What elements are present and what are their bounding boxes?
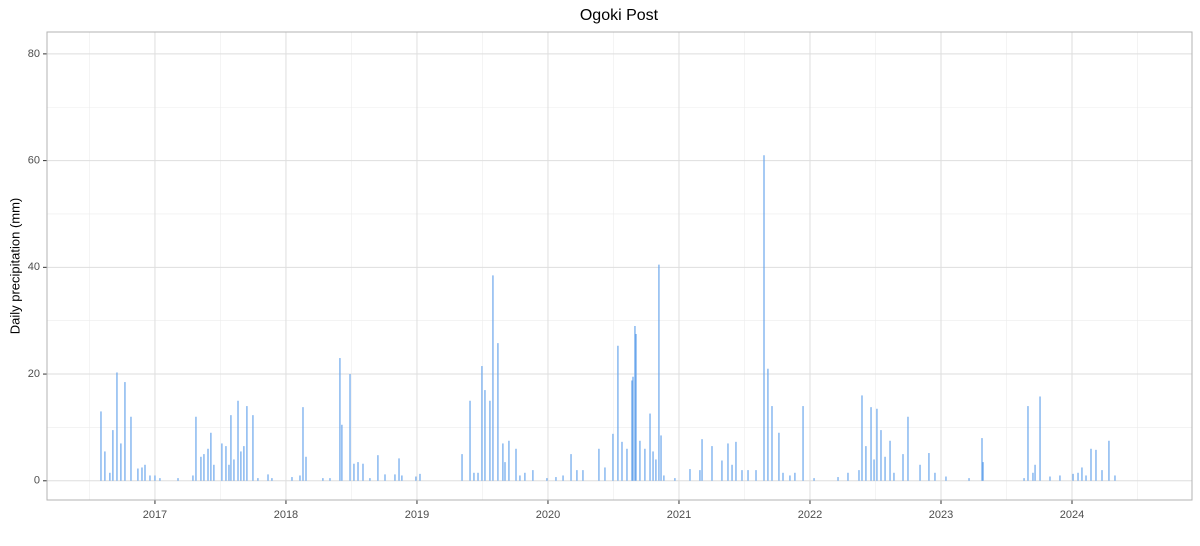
y-tick-label: 80 (28, 48, 40, 60)
grid (47, 32, 1192, 500)
x-tick-label: 2017 (143, 509, 167, 521)
y-tick-label: 40 (28, 261, 40, 273)
chart-title: Ogoki Post (580, 7, 659, 24)
x-tick-label: 2023 (929, 509, 953, 521)
y-tick-label: 60 (28, 155, 40, 167)
bars (100, 155, 1116, 481)
x-tick-label: 2018 (274, 509, 298, 521)
x-tick-label: 2024 (1060, 509, 1084, 521)
plot-border (46, 31, 1193, 501)
x-tick-label: 2019 (405, 509, 429, 521)
axes: 0 20 40 60 80 2017 2018 2019 2020 2021 2022 2023 202… (28, 31, 1193, 521)
y-tick-label: 20 (28, 368, 40, 380)
x-tick-label: 2020 (536, 509, 560, 521)
y-tick-label: 0 (34, 475, 40, 487)
x-tick-label: 2021 (667, 509, 691, 521)
x-tick-label: 2022 (798, 509, 822, 521)
y-axis-title: Daily precipitation (mm) (7, 198, 22, 335)
